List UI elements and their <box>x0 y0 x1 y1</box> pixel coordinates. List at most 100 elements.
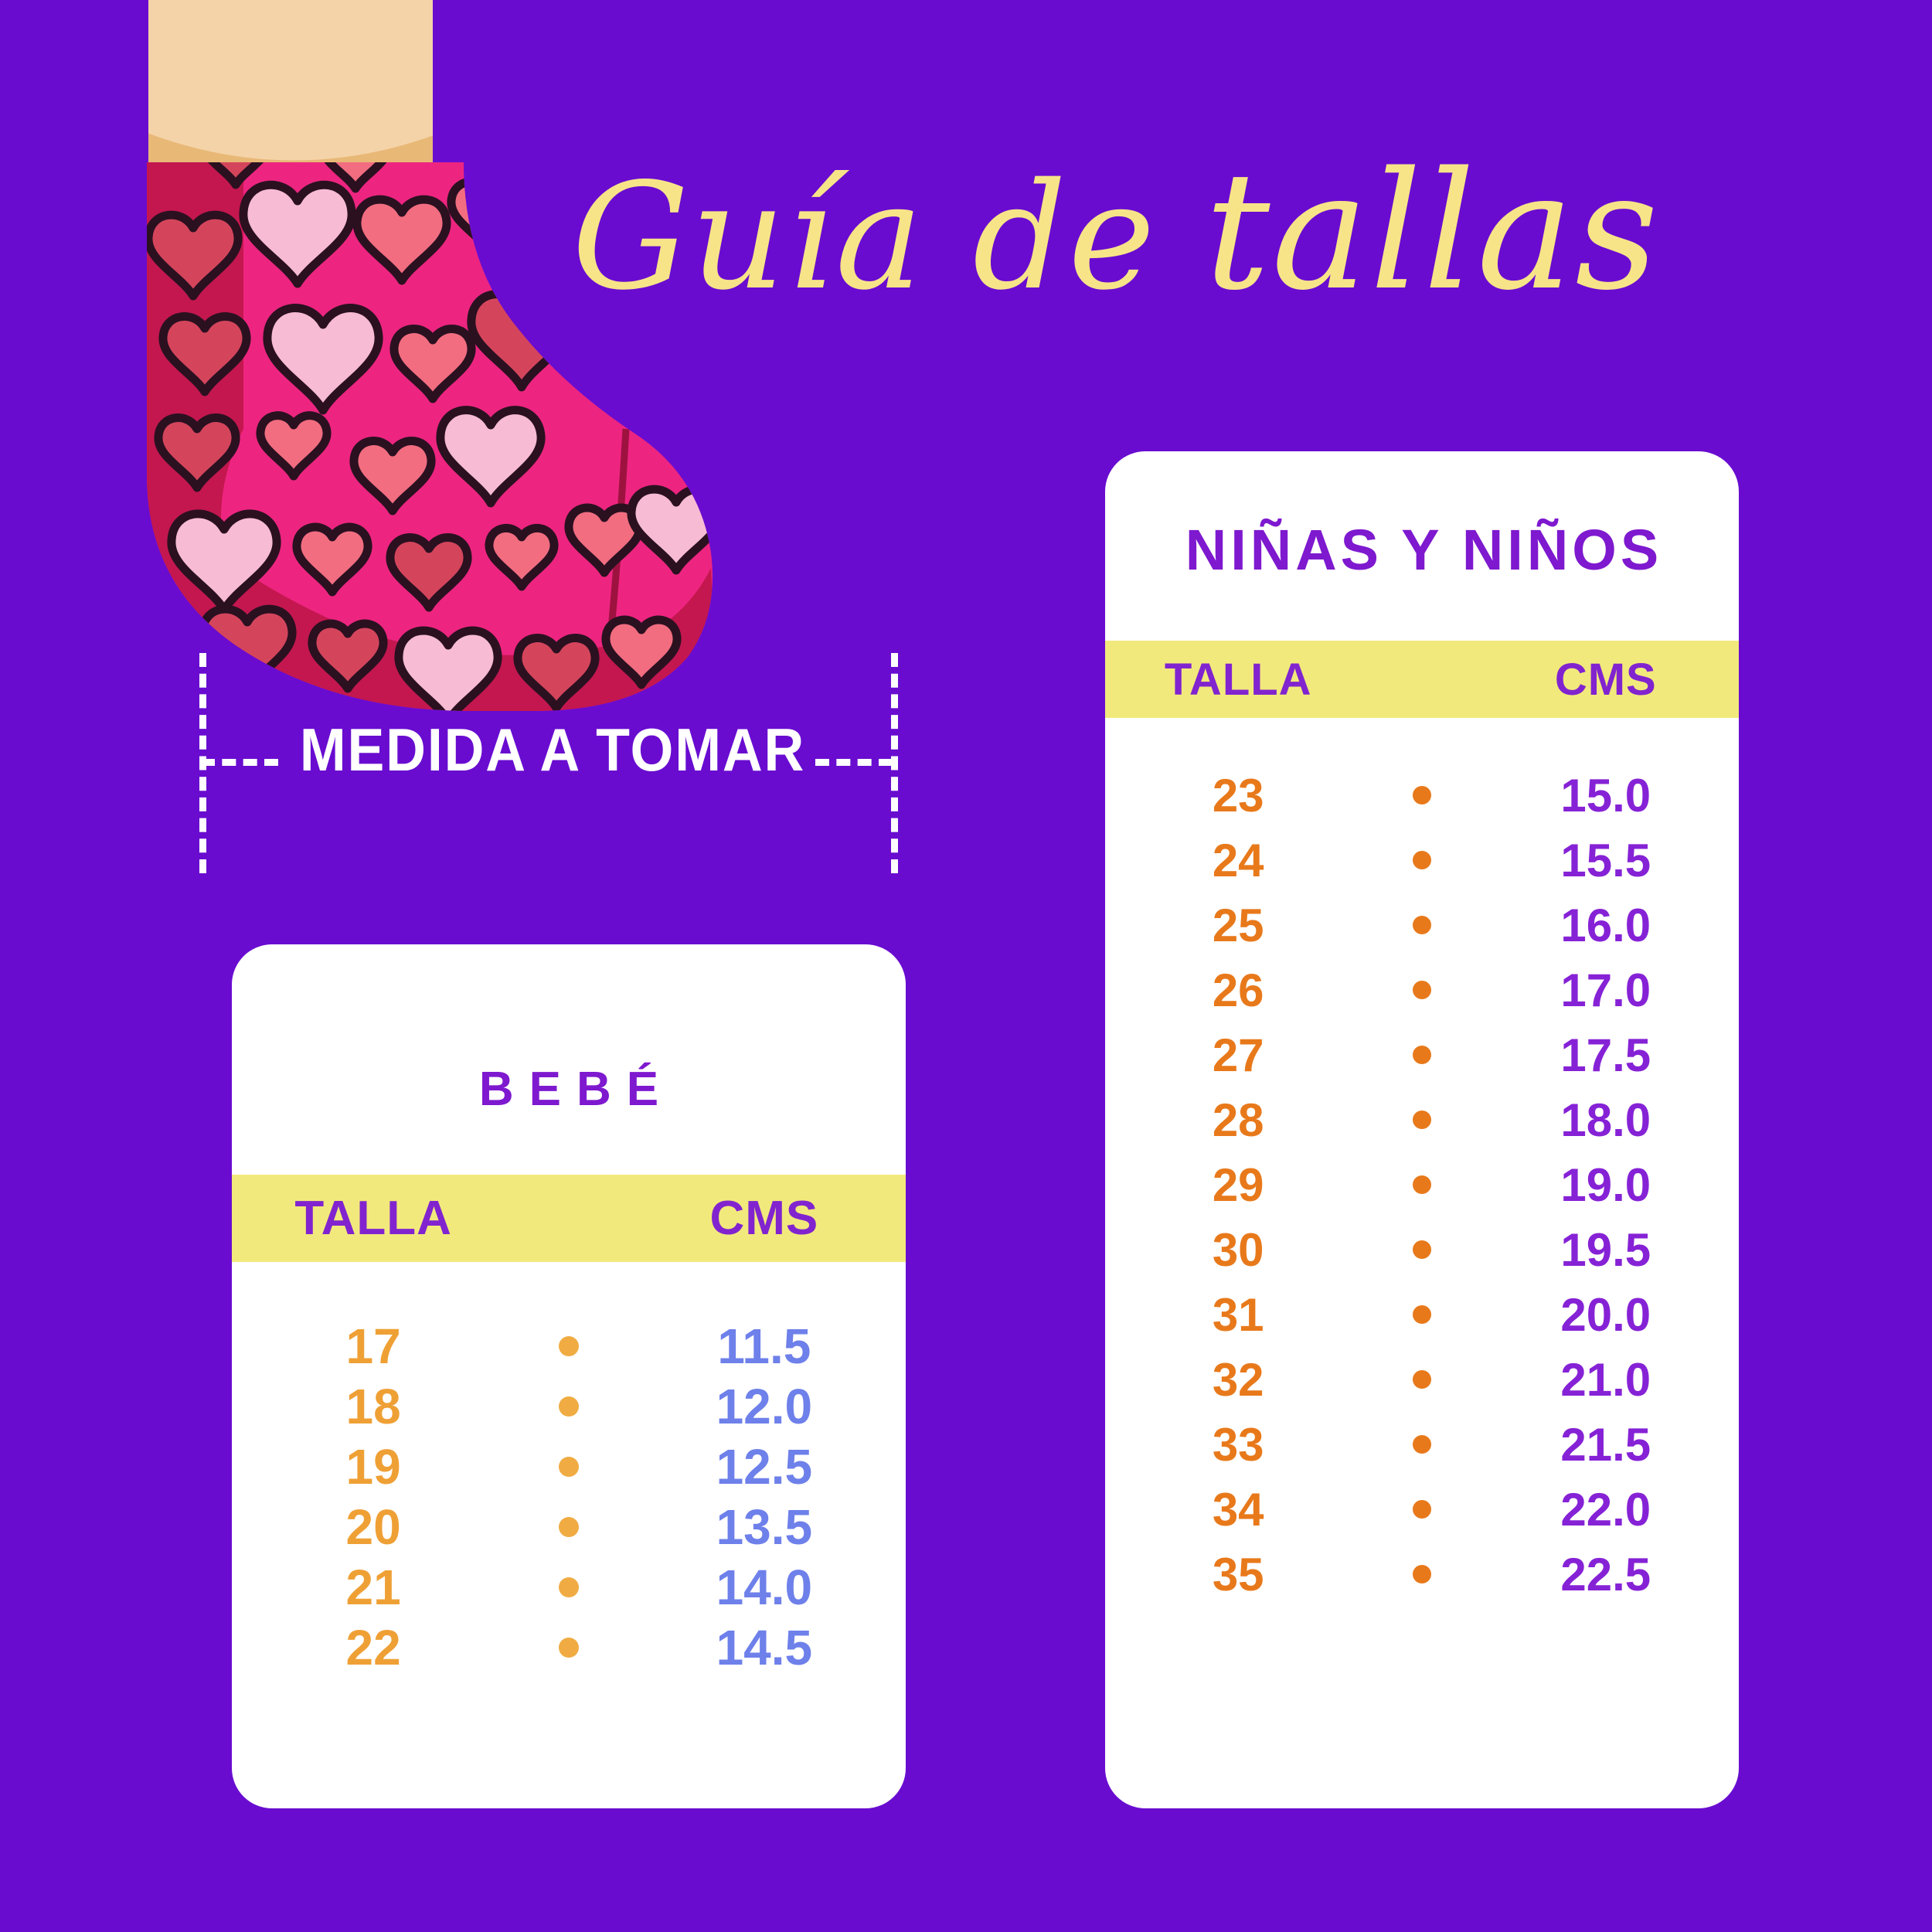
measure-dash-left <box>201 759 278 766</box>
measure-dashed-line-right <box>891 653 898 873</box>
table-row: 34 22.0 <box>1105 1477 1739 1542</box>
row-dot-icon <box>1371 1370 1472 1389</box>
cell-talla: 29 <box>1212 1158 1264 1211</box>
cell-cms: 12.0 <box>716 1379 813 1434</box>
cell-talla: 27 <box>1212 1029 1264 1081</box>
cell-cms: 15.0 <box>1560 769 1651 821</box>
size-table-card-bebe: BEBÉ TALLA CMS 17 11.5 18 12.0 19 12.5 <box>232 944 906 1808</box>
cell-talla: 25 <box>1212 899 1264 951</box>
cell-cms: 12.5 <box>716 1439 813 1495</box>
size-table-card-ninas-y-ninos: NIÑAS Y NIÑOS TALLA CMS 23 15.0 24 15.5 … <box>1105 451 1739 1808</box>
table-row: 22 14.5 <box>232 1617 906 1678</box>
table-row: 27 17.5 <box>1105 1022 1739 1087</box>
cell-cms: 16.0 <box>1560 899 1651 951</box>
measure-label: MEDIDA A TOMAR <box>299 716 806 784</box>
row-dot-icon <box>1371 1240 1472 1259</box>
table-row: 30 19.5 <box>1105 1217 1739 1282</box>
cell-talla: 32 <box>1212 1353 1264 1406</box>
cell-cms: 14.5 <box>716 1620 813 1675</box>
cell-cms: 18.0 <box>1560 1094 1651 1146</box>
measure-dash-right <box>815 759 893 766</box>
table-row: 25 16.0 <box>1105 893 1739 957</box>
cell-talla: 34 <box>1212 1483 1264 1536</box>
page-title-part1: Guía de <box>572 151 1206 322</box>
row-dot-icon <box>1371 1046 1472 1064</box>
cell-cms: 21.5 <box>1560 1418 1651 1471</box>
cell-cms: 22.5 <box>1560 1548 1651 1600</box>
row-dot-icon <box>515 1396 623 1417</box>
cell-cms: 22.0 <box>1560 1483 1651 1536</box>
row-dot-icon <box>1371 851 1472 869</box>
table-row: 26 17.0 <box>1105 957 1739 1022</box>
table-row: 17 11.5 <box>232 1316 906 1376</box>
cell-talla: 18 <box>345 1379 401 1434</box>
cell-cms: 15.5 <box>1560 834 1651 886</box>
row-dot-icon <box>1371 1175 1472 1194</box>
table-row: 33 21.5 <box>1105 1412 1739 1477</box>
row-dot-icon <box>515 1457 623 1477</box>
cell-talla: 17 <box>345 1318 401 1374</box>
table-row: 18 12.0 <box>232 1376 906 1437</box>
row-dot-icon <box>1371 1305 1472 1324</box>
table-row: 31 20.0 <box>1105 1282 1739 1347</box>
column-header-talla: TALLA <box>1164 654 1312 705</box>
row-dot-icon <box>1371 1435 1472 1454</box>
cell-talla: 22 <box>345 1620 401 1675</box>
cell-talla: 30 <box>1212 1223 1264 1276</box>
cell-cms: 21.0 <box>1560 1353 1651 1406</box>
table-title-ninas-y-ninos: NIÑAS Y NIÑOS <box>1185 518 1663 582</box>
page-title-part2: tallas <box>1205 137 1660 326</box>
foot-in-heart-sock-illustration <box>100 0 966 723</box>
cell-talla: 20 <box>345 1499 401 1555</box>
column-header-talla: TALLA <box>294 1192 452 1245</box>
row-dot-icon <box>515 1577 623 1597</box>
cell-cms: 17.5 <box>1560 1029 1651 1081</box>
row-dot-icon <box>1371 1565 1472 1583</box>
cell-cms: 11.5 <box>717 1318 811 1374</box>
table-row: 23 15.0 <box>1105 763 1739 828</box>
row-dot-icon <box>1371 1500 1472 1519</box>
cell-talla: 24 <box>1212 834 1264 886</box>
cell-cms: 19.0 <box>1560 1158 1651 1211</box>
cell-talla: 28 <box>1212 1094 1264 1146</box>
table-rows-ninas-y-ninos: 23 15.0 24 15.5 25 16.0 26 17.0 27 <box>1105 763 1739 1607</box>
table-row: 28 18.0 <box>1105 1087 1739 1152</box>
cell-cms: 20.0 <box>1560 1288 1651 1341</box>
row-dot-icon <box>1371 916 1472 934</box>
cell-talla: 35 <box>1212 1548 1264 1600</box>
row-dot-icon <box>515 1638 623 1658</box>
cell-talla: 26 <box>1212 964 1264 1016</box>
page-title: Guía de tallas <box>572 135 1824 328</box>
column-header-cms: CMS <box>1554 654 1657 705</box>
cell-talla: 23 <box>1212 769 1264 821</box>
table-row: 21 14.0 <box>232 1557 906 1617</box>
row-dot-icon <box>515 1336 623 1356</box>
heart-pattern <box>147 162 713 711</box>
table-row: 32 21.0 <box>1105 1347 1739 1412</box>
table-row: 35 22.5 <box>1105 1542 1739 1607</box>
table-row: 29 19.0 <box>1105 1152 1739 1217</box>
cell-talla: 31 <box>1212 1288 1264 1341</box>
cell-cms: 19.5 <box>1560 1223 1651 1276</box>
row-dot-icon <box>1371 981 1472 999</box>
cell-cms: 13.5 <box>716 1499 813 1555</box>
table-title-bebe: BEBÉ <box>478 1063 675 1116</box>
cell-talla: 19 <box>345 1439 401 1495</box>
table-row: 20 13.5 <box>232 1497 906 1557</box>
column-header-cms: CMS <box>709 1192 819 1245</box>
table-rows-bebe: 17 11.5 18 12.0 19 12.5 20 13.5 21 <box>232 1316 906 1678</box>
cell-cms: 17.0 <box>1560 964 1651 1016</box>
table-row: 19 12.5 <box>232 1437 906 1497</box>
measurement-bracket: MEDIDA A TOMAR <box>193 653 912 873</box>
cell-cms: 14.0 <box>716 1560 813 1615</box>
row-dot-icon <box>1371 1111 1472 1129</box>
table-row: 24 15.5 <box>1105 828 1739 893</box>
row-dot-icon <box>1371 786 1472 804</box>
cell-talla: 33 <box>1212 1418 1264 1471</box>
row-dot-icon <box>515 1517 623 1537</box>
table-header-ninas-y-ninos: TALLA CMS <box>1105 641 1739 718</box>
table-header-bebe: TALLA CMS <box>232 1175 906 1262</box>
sock-body <box>147 162 713 711</box>
cell-talla: 21 <box>345 1560 401 1615</box>
